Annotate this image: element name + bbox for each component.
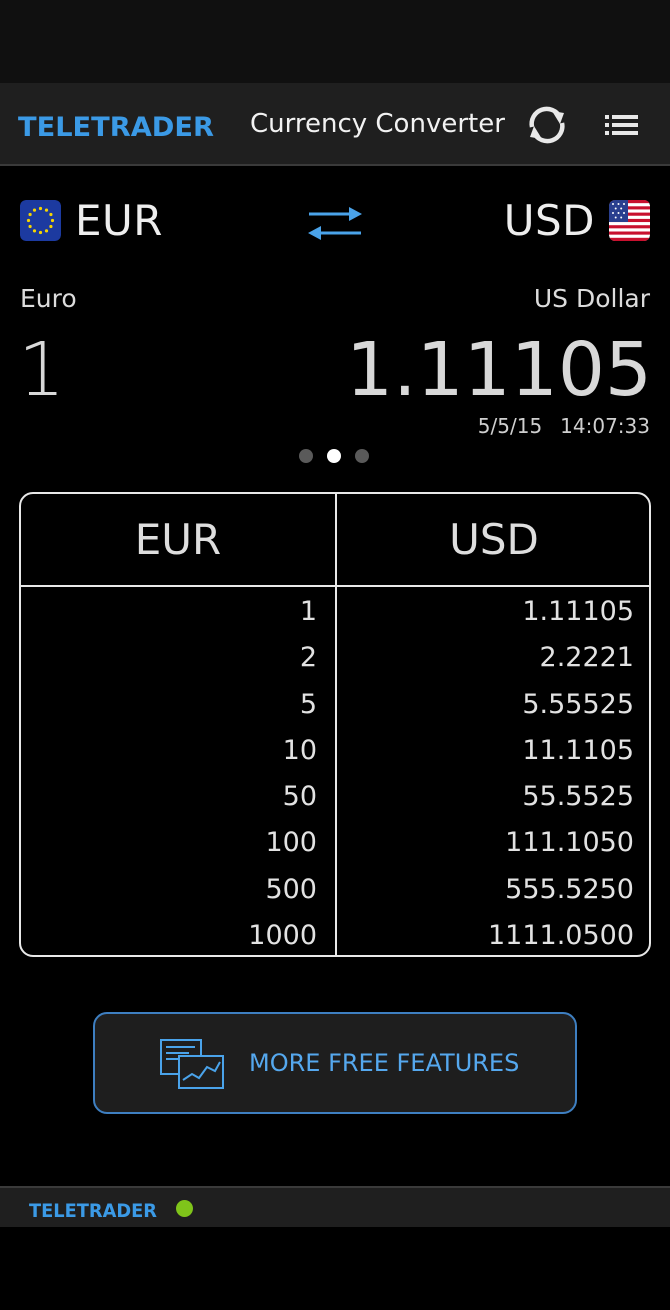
table-row: 2 2.2221 (21, 635, 649, 681)
to-amount-value: 1.11105 (345, 327, 652, 413)
from-cell: 1000 (248, 920, 317, 952)
table-rows: 1 1.11105 2 2.2221 5 5.55525 10 11.1105 … (21, 589, 649, 955)
rate-date: 5/5/15 (477, 414, 543, 438)
to-cell: 555.5250 (505, 873, 634, 905)
svg-text:TELETRADER: TELETRADER (29, 1200, 157, 1221)
page-dot-2[interactable] (327, 449, 341, 463)
from-cell: 50 (282, 781, 317, 813)
from-currency-code: EUR (75, 195, 163, 245)
to-currency-name: US Dollar (533, 284, 650, 313)
table-row: 100 111.1050 (21, 820, 649, 866)
refresh-icon (529, 106, 565, 144)
to-cell: 1.11105 (522, 596, 634, 627)
table-row: 1000 1111.0500 (21, 913, 649, 955)
to-currency-selector[interactable]: USD (503, 195, 650, 245)
eu-flag-icon (20, 199, 61, 241)
teletrader-footer-logo: TELETRADER (29, 1200, 157, 1221)
header-divider (21, 585, 649, 587)
table-row: 50 55.5525 (21, 774, 649, 820)
from-cell: 100 (265, 827, 317, 859)
table-row: 5 5.55525 (21, 682, 649, 728)
conversion-table: EUR USD 1 1.11105 2 2.2221 5 5.55525 10 … (19, 492, 651, 957)
rate-timestamp: 5/5/15 14:07:33 (478, 414, 650, 438)
table-header-to: USD (449, 515, 539, 564)
table-row: 500 555.5250 (21, 867, 649, 913)
refresh-button[interactable] (524, 103, 570, 147)
table-header-from: EUR (134, 515, 222, 564)
list-menu-icon (605, 115, 638, 135)
from-cell: 5 (299, 688, 317, 720)
page-indicator (299, 449, 369, 463)
from-cell: 1 (299, 596, 317, 627)
to-cell: 55.5525 (522, 781, 634, 813)
chart-document-icon (160, 1039, 224, 1089)
from-currency-selector[interactable]: EUR (20, 195, 163, 245)
to-cell: 5.55525 (522, 688, 634, 720)
table-row: 10 11.1105 (21, 728, 649, 774)
table-row: 1 1.11105 (21, 589, 649, 635)
swap-currencies-button[interactable] (305, 203, 365, 243)
app-header: TELETRADER Currency Converter (0, 83, 670, 166)
to-cell: 11.1105 (522, 734, 634, 766)
more-free-features-label: MORE FREE FEATURES (249, 1049, 520, 1077)
menu-button[interactable] (600, 105, 644, 145)
us-flag-icon (609, 199, 650, 241)
to-cell: 1111.0500 (487, 920, 634, 952)
page-dot-3[interactable] (355, 449, 369, 463)
to-cell: 111.1050 (505, 827, 634, 859)
from-cell: 500 (265, 873, 317, 905)
app-footer: TELETRADER (0, 1186, 670, 1227)
from-currency-name: Euro (20, 284, 77, 313)
teletrader-logo: TELETRADER (18, 112, 214, 142)
to-cell: 2.2221 (539, 642, 634, 674)
column-divider (335, 494, 337, 955)
svg-text:TELETRADER: TELETRADER (18, 112, 214, 142)
swap-arrows-icon (308, 207, 362, 240)
from-cell: 2 (299, 642, 317, 674)
rate-time: 14:07:33 (560, 414, 650, 438)
page-title: Currency Converter (250, 109, 505, 139)
more-free-features-button[interactable]: MORE FREE FEATURES (93, 1012, 577, 1114)
from-cell: 10 (282, 734, 317, 766)
page-dot-1[interactable] (299, 449, 313, 463)
to-currency-code: USD (503, 195, 595, 245)
status-bar-area (0, 0, 670, 83)
from-amount-input[interactable]: 1 (18, 327, 66, 413)
online-status-light (176, 1200, 193, 1217)
